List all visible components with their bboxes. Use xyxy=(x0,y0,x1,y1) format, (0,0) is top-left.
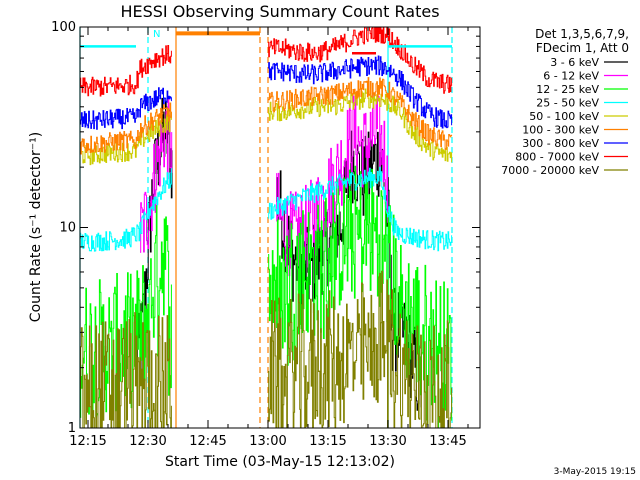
series-line-6-seg-1 xyxy=(268,55,453,129)
x-tick-label: 12:45 xyxy=(189,434,226,449)
legend-label-3: 25 - 50 keV xyxy=(536,97,599,110)
y-tick-label: 100 xyxy=(51,20,76,35)
axes: 12:15 12:30 12:45 13:00 13:15 13:30 13:45 1 10 10… xyxy=(51,20,480,449)
y-tick-label: 1 xyxy=(68,421,76,436)
series-line-2-seg-0 xyxy=(80,205,172,428)
date-stamp: 3-May-2015 19:15 xyxy=(554,467,636,477)
y-axis-label: Count Rate (s⁻¹ detector⁻¹) xyxy=(28,132,44,322)
series-line-5-seg-0 xyxy=(80,102,172,155)
x-axis-label: Start Time (03-May-15 12:13:02) xyxy=(165,454,395,470)
legend: Det 1,3,5,6,7,9, FDecim 1, Att 0 3 - 6 k… xyxy=(501,27,629,177)
series-line-7-seg-1 xyxy=(268,26,453,94)
series-line-8-seg-1 xyxy=(268,270,453,429)
legend-label-0: 3 - 6 keV xyxy=(550,56,599,69)
series-line-3-seg-1 xyxy=(268,166,453,252)
plot-data xyxy=(79,26,453,429)
legend-header-line-2: FDecim 1, Att 0 xyxy=(536,41,629,55)
legend-label-2: 12 - 25 keV xyxy=(536,83,599,96)
x-tick-label: 13:30 xyxy=(369,434,406,449)
series-line-8-seg-0 xyxy=(80,312,172,429)
legend-label-7: 800 - 7000 keV xyxy=(515,151,599,164)
x-tick-label: 12:30 xyxy=(129,434,166,449)
series-line-5-seg-1 xyxy=(268,77,453,150)
flag-letter: N xyxy=(153,29,160,40)
series-line-4-seg-1 xyxy=(268,88,453,163)
y-tick-label: 10 xyxy=(59,221,76,236)
legend-label-5: 100 - 300 keV xyxy=(522,124,599,137)
series-line-6-seg-0 xyxy=(80,87,172,130)
legend-header-line-1: Det 1,3,5,6,7,9, xyxy=(535,27,629,41)
x-tick-label: 13:15 xyxy=(309,434,346,449)
series-line-7-seg-0 xyxy=(80,45,172,97)
legend-label-8: 7000 - 20000 keV xyxy=(501,164,599,177)
chart-title: HESSI Observing Summary Count Rates xyxy=(120,2,439,21)
x-tick-label: 13:45 xyxy=(429,434,466,449)
series-line-3-seg-0 xyxy=(80,168,172,252)
x-tick-label: 12:15 xyxy=(69,434,106,449)
legend-label-4: 50 - 100 keV xyxy=(529,110,599,123)
legend-label-1: 6 - 12 keV xyxy=(543,70,599,83)
legend-label-6: 300 - 800 keV xyxy=(522,137,599,150)
series-line-1-seg-1 xyxy=(276,94,389,277)
x-tick-label: 13:00 xyxy=(249,434,286,449)
